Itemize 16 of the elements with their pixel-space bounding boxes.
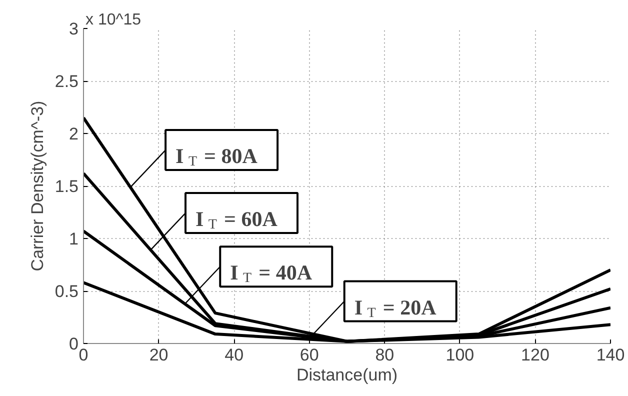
x-tick-label: 100 xyxy=(446,346,474,364)
x-tick-label: 40 xyxy=(224,346,244,364)
y-tick-label: 1.5 xyxy=(54,177,79,196)
x-tick-label: 140 xyxy=(596,346,625,364)
x-tick-label: 120 xyxy=(521,346,550,364)
x-axis-title: Distance(um) xyxy=(296,366,398,384)
x-tick-label: 80 xyxy=(375,346,394,364)
y-tick-label: 0.5 xyxy=(54,282,79,301)
y-axis-title: Carrier Density(cm^-3) xyxy=(28,100,47,272)
x-tick-label: 60 xyxy=(300,346,319,364)
y-tick-label: 2 xyxy=(69,124,79,144)
y-tick-label: 2.5 xyxy=(54,72,79,91)
y-tick-label: 1 xyxy=(69,230,79,248)
y-tick-label: 3 xyxy=(69,20,79,38)
text: x 10^15 xyxy=(86,12,142,28)
x-tick-label: 20 xyxy=(149,346,168,364)
